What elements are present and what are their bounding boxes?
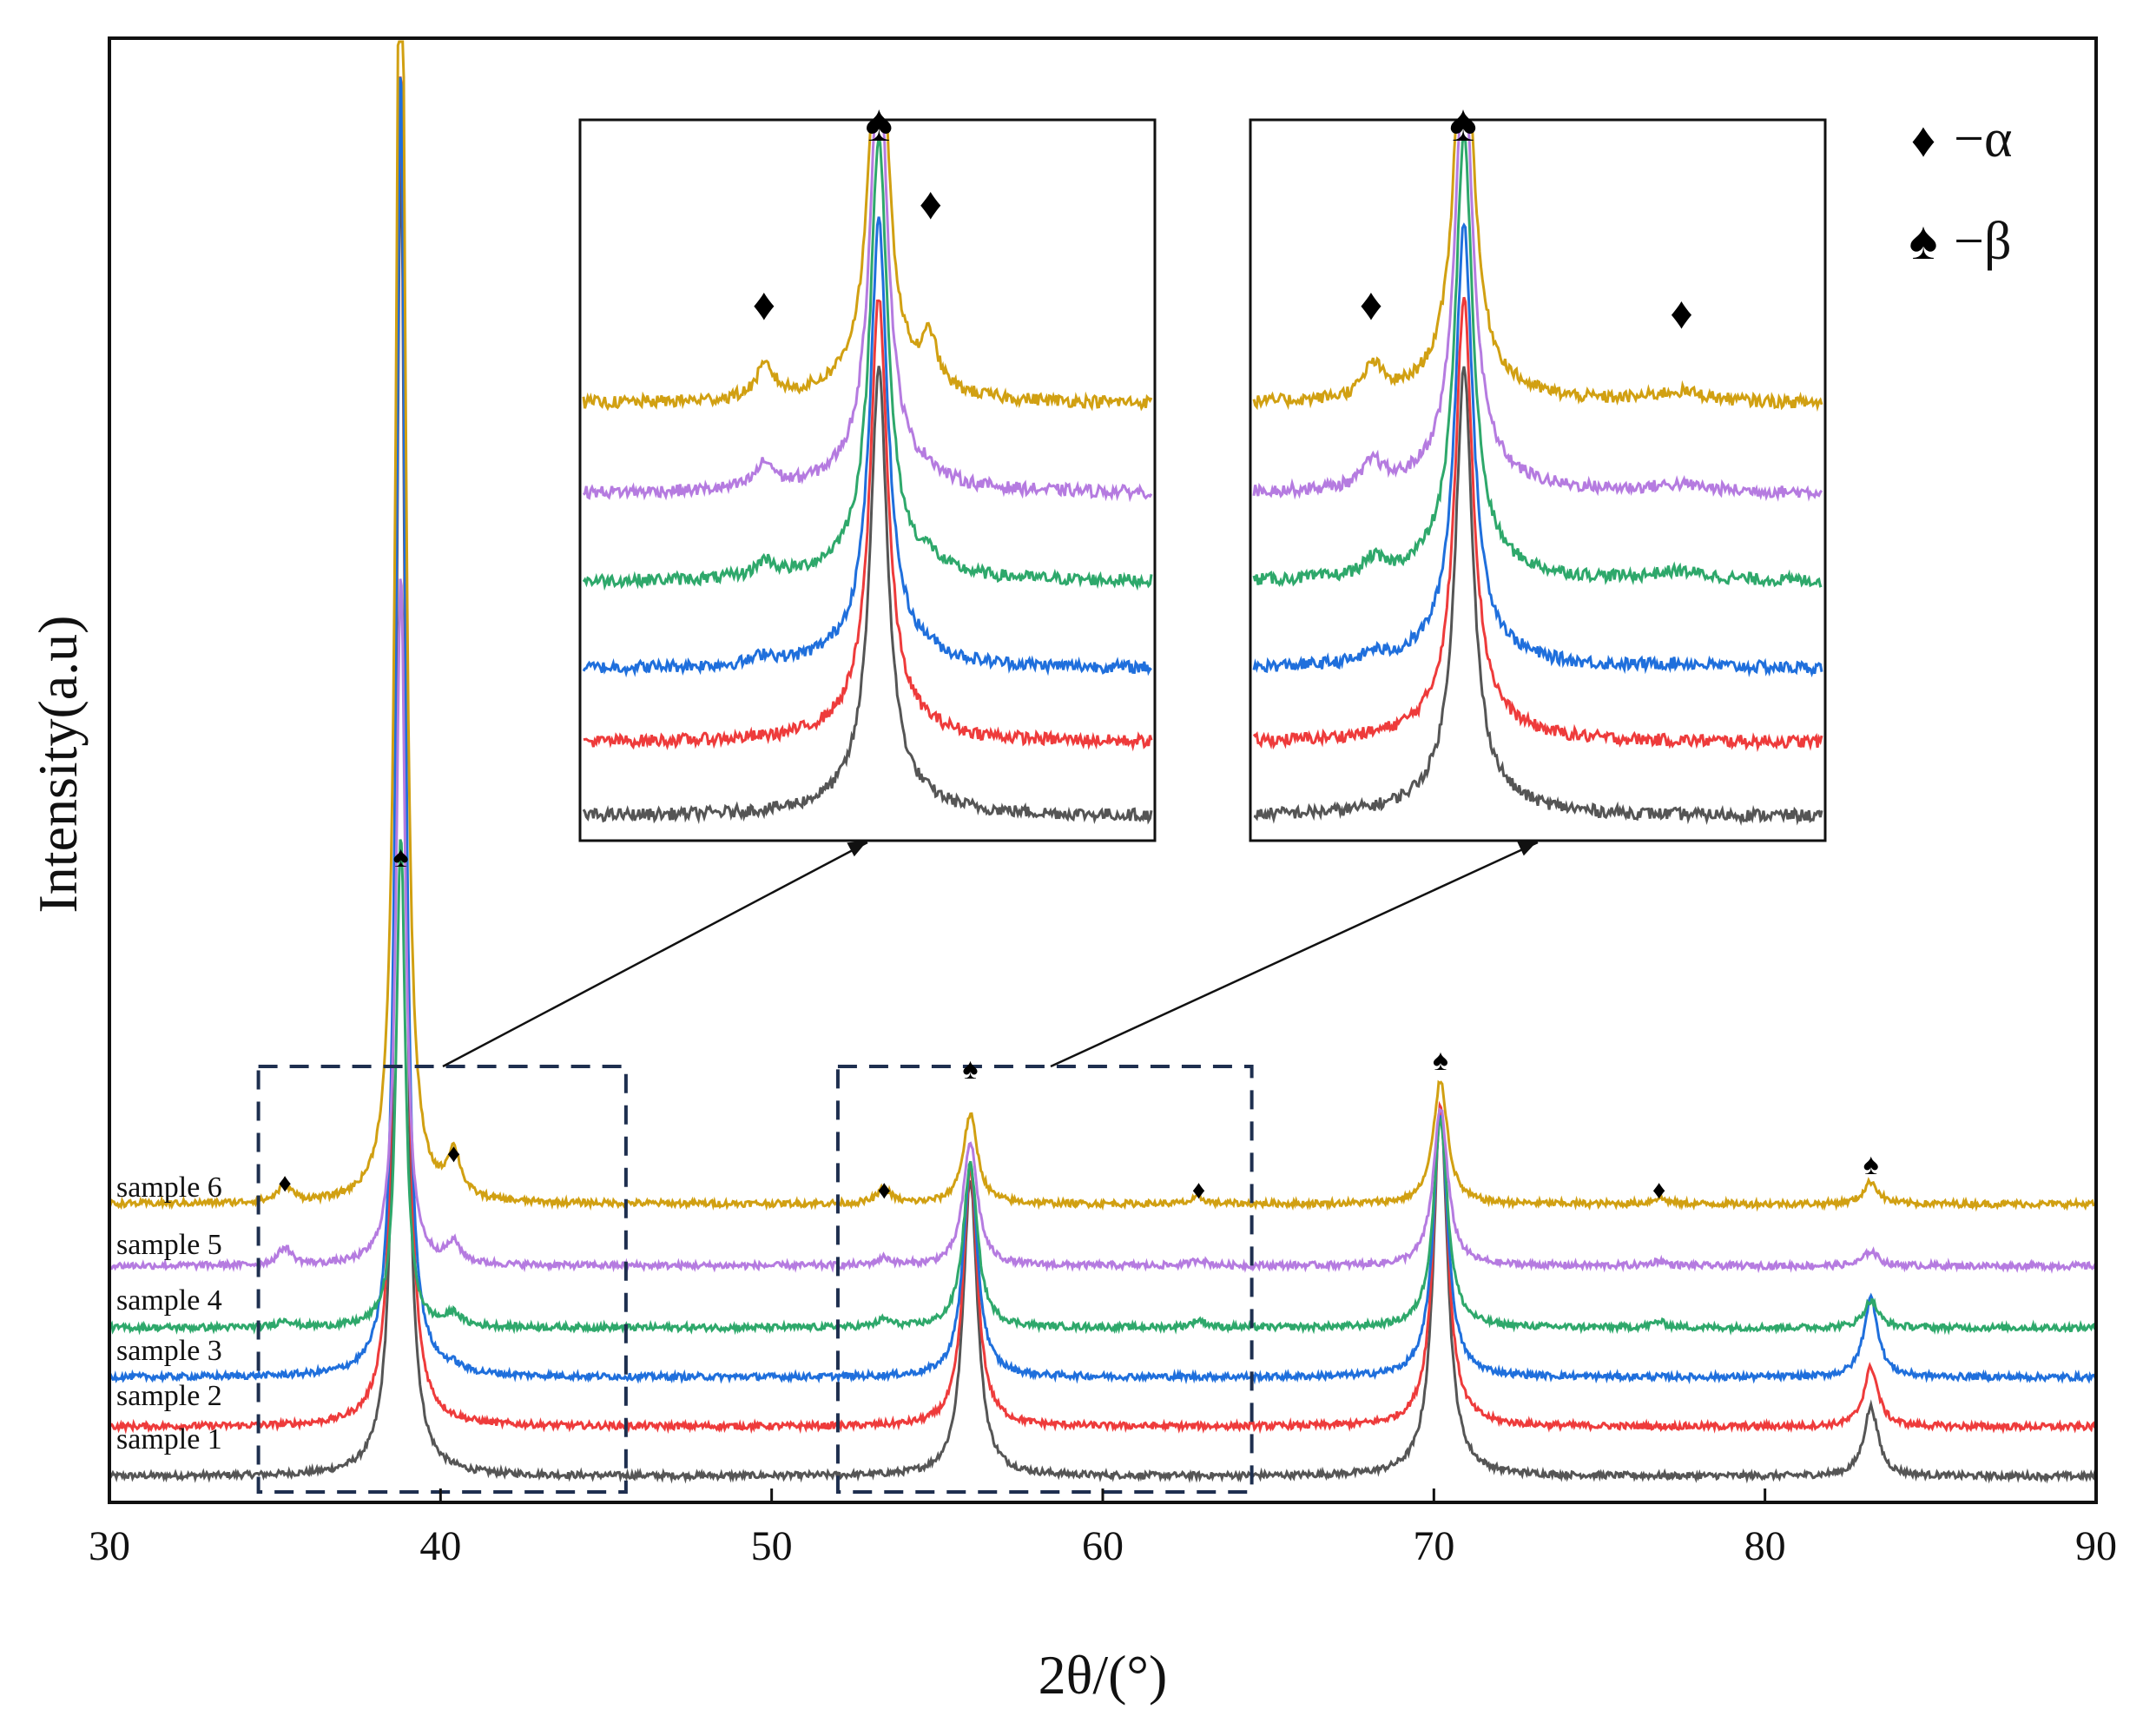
zoom-box-2: [835, 1065, 1254, 1494]
beta-annotation-9: ♠: [1863, 1149, 1879, 1181]
beta-marker-inset-1-2: ♠: [865, 95, 893, 152]
x-tick-label-40: 40: [419, 1523, 461, 1569]
insets: ♦ ♠ ♦ ♦ ♠ ♦: [442, 95, 1827, 1068]
alpha-marker-inset-2-1: ♦: [1360, 281, 1383, 330]
legend: ♦ −α ♠ −β: [1909, 109, 2013, 271]
inset-2: ♦ ♠ ♦: [1249, 95, 1827, 842]
inset-2-line-3: [1252, 222, 1823, 678]
beta-annotation-5: ♠: [962, 1053, 978, 1086]
zoom-regions: [256, 1065, 1254, 1494]
inset-2-line-5: [1252, 122, 1823, 502]
beta-marker-inset-2-2: ♠: [1449, 95, 1477, 152]
alpha-marker-inset-1-1: ♦: [753, 281, 776, 330]
inset-1-line-6: [582, 122, 1153, 412]
inset-1-line-3: [582, 216, 1152, 678]
x-tick-label-90: 90: [2075, 1523, 2117, 1569]
inset-1-line-1: [582, 366, 1153, 825]
beta-annotation-7: ♠: [1433, 1045, 1448, 1077]
alpha-marker-inset-1-3: ♦: [920, 180, 943, 229]
alpha-marker-inset-2-3: ♦: [1670, 289, 1693, 339]
inset-arrow-line-2: [1050, 841, 1539, 1068]
beta-annotation-2: ♠: [393, 842, 409, 874]
legend-marker-2: ♠: [1909, 212, 1938, 271]
series-line-4: [108, 839, 2097, 1336]
inset-frame-1: [578, 118, 1157, 842]
alpha-annotation-4: ♦: [878, 1176, 891, 1205]
inset-arrow-head-1: [847, 841, 867, 857]
sample-labels: sample 1 sample 2 sample 3 sample 4 sample 5…: [116, 1172, 222, 1455]
main-traces: [108, 40, 2098, 1484]
inset-1-line-2: [583, 299, 1153, 752]
y-axis-label: Intensity(a.u): [27, 616, 89, 914]
alpha-annotation-1: ♦: [278, 1169, 291, 1198]
peak-annotations: ♦ ♠ ♦ ♦ ♠ ♦ ♠ ♦ ♠: [278, 842, 1878, 1205]
x-tick-label-50: 50: [751, 1523, 793, 1569]
alpha-annotation-8: ♦: [1652, 1176, 1665, 1205]
x-axis-ticks: 30 40 50 60 70 80 90: [89, 1488, 2117, 1569]
inset-2-line-4: [1252, 135, 1823, 588]
series-line-2: [108, 76, 2097, 1435]
legend-label-1: −α: [1954, 109, 2012, 168]
zoom-box-1: [256, 1065, 628, 1494]
inset-1: ♦ ♠ ♦: [578, 95, 1157, 842]
inset-frame-2: [1249, 118, 1827, 842]
x-tick-label-60: 60: [1082, 1523, 1124, 1569]
series-line-6: [108, 40, 2097, 1212]
series-line-3: [108, 76, 2098, 1385]
inset-2-line-1: [1253, 366, 1823, 826]
inset-2-line-6: [1252, 122, 1823, 413]
series-line-5: [108, 578, 2097, 1274]
sample-label-4: sample 4: [116, 1284, 222, 1317]
sample-label-1: sample 1: [116, 1423, 222, 1455]
legend-marker-1: ♦: [1911, 114, 1936, 168]
sample-label-5: sample 5: [116, 1229, 222, 1261]
inset-1-line-4: [582, 136, 1153, 591]
x-tick-label-70: 70: [1413, 1523, 1454, 1569]
inset-arrow-line-1: [442, 841, 868, 1068]
inset-arrow-head-2: [1517, 841, 1538, 856]
alpha-annotation-3: ♦: [447, 1139, 460, 1168]
series-line-1: [108, 152, 2098, 1484]
alpha-annotation-6: ♦: [1192, 1176, 1205, 1205]
sample-label-2: sample 2: [116, 1380, 222, 1412]
sample-label-3: sample 3: [116, 1335, 222, 1367]
sample-label-6: sample 6: [116, 1172, 222, 1204]
x-tick-label-80: 80: [1744, 1523, 1786, 1569]
x-axis-label: 2θ/(°): [1039, 1644, 1168, 1706]
inset-2-line-2: [1252, 296, 1823, 753]
legend-label-2: −β: [1954, 212, 2012, 271]
inset-1-line-5: [582, 122, 1153, 503]
x-tick-label-30: 30: [89, 1523, 130, 1569]
